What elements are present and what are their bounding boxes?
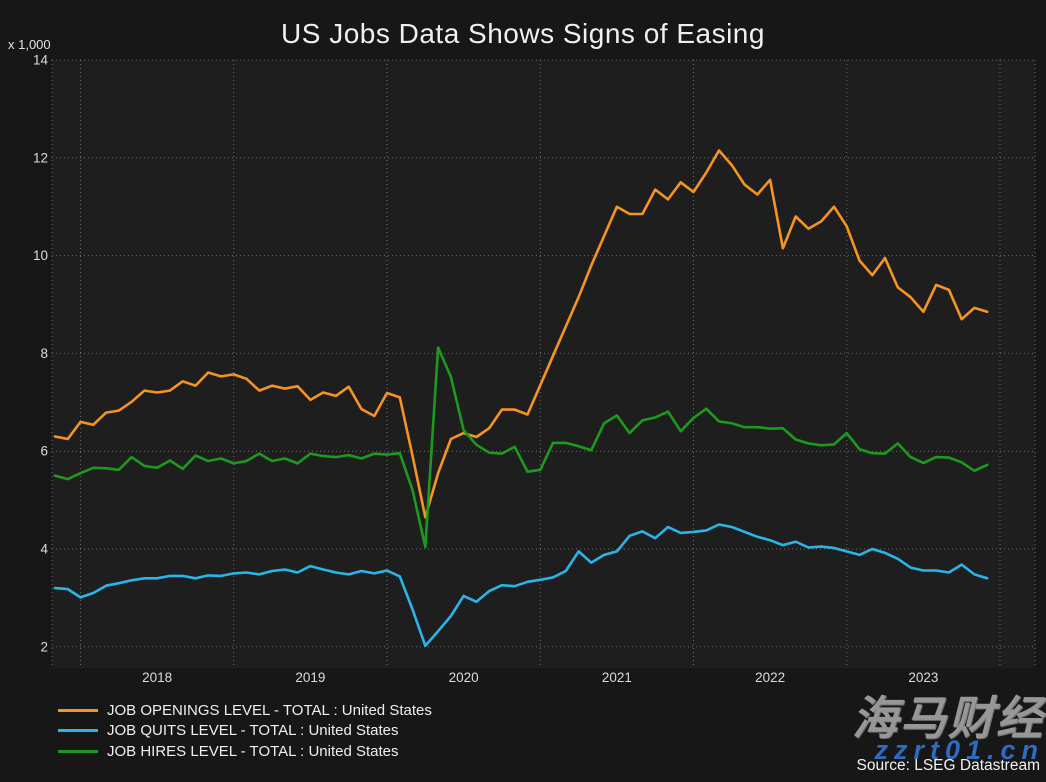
source-attribution: Source: LSEG Datastream xyxy=(856,757,1041,774)
legend-item-quits: JOB QUITS LEVEL - TOTAL : United States xyxy=(58,721,432,742)
quits-line-swatch xyxy=(58,729,98,733)
y-tick-label: 6 xyxy=(40,444,48,459)
x-tick-label: 2021 xyxy=(602,670,632,685)
watermark-url: zzrt01.cn xyxy=(874,735,1044,765)
series-line xyxy=(53,346,989,549)
legend-item-hires: JOB HIRES LEVEL - TOTAL : United States xyxy=(58,741,432,762)
x-tick-label: 2019 xyxy=(295,670,325,685)
hires-line-swatch xyxy=(58,749,98,753)
legend-label-openings: JOB OPENINGS LEVEL - TOTAL : United Stat… xyxy=(107,701,432,719)
y-tick-label: 10 xyxy=(33,248,48,263)
y-axis-unit-label: x 1,000 xyxy=(8,37,51,52)
y-tick-label: 12 xyxy=(33,150,48,165)
x-tick-label: 2023 xyxy=(908,670,938,685)
x-tick-label: 2018 xyxy=(142,670,172,685)
legend-label-hires: JOB HIRES LEVEL - TOTAL : United States xyxy=(107,742,399,760)
x-tick-label: 2020 xyxy=(449,670,479,685)
plot-area xyxy=(52,60,1035,668)
chart-legend: JOB OPENINGS LEVEL - TOTAL : United Stat… xyxy=(58,700,432,762)
openings-line-swatch xyxy=(58,708,98,712)
series-line xyxy=(53,149,989,519)
y-tick-label: 14 xyxy=(33,53,49,68)
chart-title: US Jobs Data Shows Signs of Easing xyxy=(281,18,765,49)
y-tick-label: 8 xyxy=(40,346,48,361)
watermark-brand: 海马财经 xyxy=(852,692,1044,744)
x-tick-label: 2022 xyxy=(755,670,785,685)
series-line xyxy=(53,523,989,648)
legend-item-openings: JOB OPENINGS LEVEL - TOTAL : United Stat… xyxy=(58,700,432,721)
y-tick-label: 2 xyxy=(40,639,48,654)
legend-label-quits: JOB QUITS LEVEL - TOTAL : United States xyxy=(107,722,399,740)
y-tick-label: 4 xyxy=(40,542,48,557)
